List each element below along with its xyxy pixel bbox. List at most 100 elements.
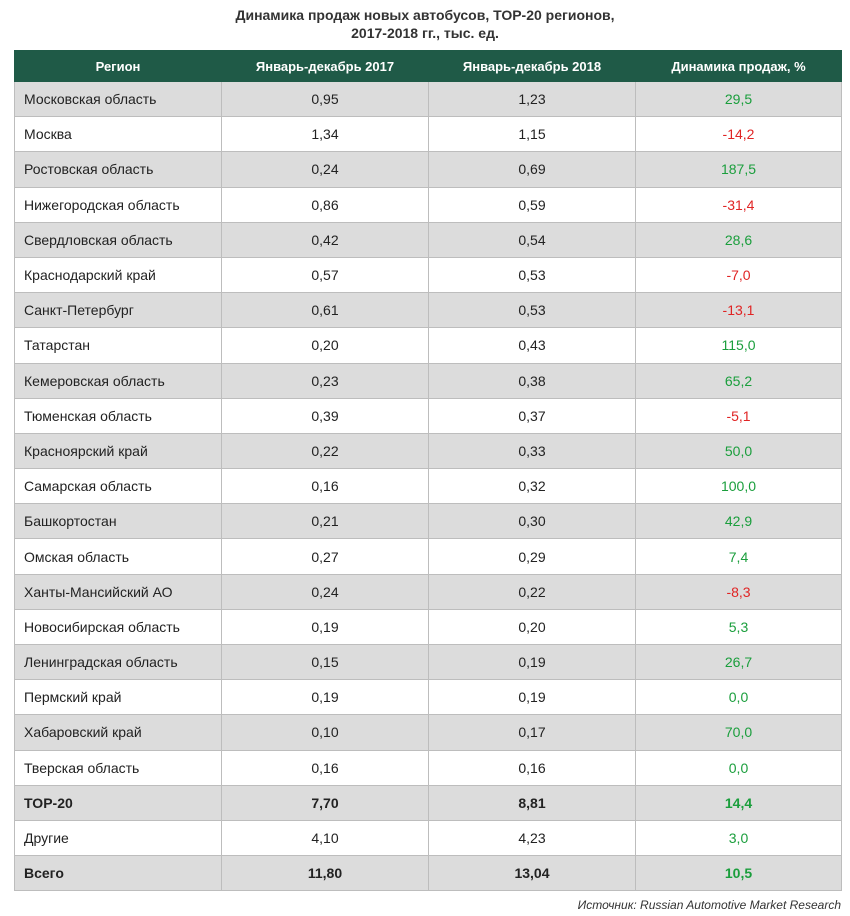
value-2018-cell: 0,53 [428,256,636,294]
value-2017-cell: 0,95 [221,80,429,118]
table-row: Свердловская область 0,42 0,54 28,6 [14,221,842,258]
region-cell: Омская область [14,538,222,575]
sales-table: Регион Январь-декабрь 2017 Январь-декабр… [14,50,842,892]
table-row: Ханты-Мансийский АО 0,24 0,22 -8,3 [14,573,842,610]
value-2017-cell: 0,24 [221,573,429,610]
table-row: Москва 1,34 1,15 -14,2 [14,116,842,153]
change-cell: 10,5 [635,855,842,892]
change-cell: 5,3 [635,608,842,646]
table-row: Тюменская область 0,39 0,37 -5,1 [14,397,842,434]
region-cell: Башкортостан [14,503,222,540]
change-cell: 115,0 [635,327,842,364]
value-2017-cell: 0,10 [221,714,429,751]
change-cell: -7,0 [635,256,842,294]
value-2017-cell: 7,70 [221,784,429,821]
region-cell: Ростовская область [14,151,222,188]
value-2017-cell: 0,22 [221,432,429,470]
region-cell: Москва [14,116,222,153]
table-row: Башкортостан 0,21 0,30 42,9 [14,503,842,540]
value-2018-cell: 1,23 [428,80,636,118]
table-row: Другие 4,10 4,23 3,0 [14,819,842,857]
region-cell: Ханты-Мансийский АО [14,573,222,610]
value-2017-cell: 0,86 [221,186,429,223]
region-cell: Московская область [14,80,222,118]
table-row: Всего 11,80 13,04 10,5 [14,855,842,892]
value-2017-cell: 0,24 [221,151,429,188]
change-cell: -31,4 [635,186,842,223]
table-row: Краснодарский край 0,57 0,53 -7,0 [14,256,842,294]
value-2018-cell: 0,59 [428,186,636,223]
change-cell: 3,0 [635,819,842,857]
header-row: Регион Январь-декабрь 2017 Январь-декабр… [14,50,842,82]
change-cell: -13,1 [635,292,842,329]
value-2018-cell: 8,81 [428,784,636,821]
value-2017-cell: 0,57 [221,256,429,294]
value-2018-cell: 0,19 [428,643,636,681]
region-cell: Новосибирская область [14,608,222,646]
table-header: Регион Январь-декабрь 2017 Январь-декабр… [14,50,842,82]
region-cell: Санкт-Петербург [14,292,222,329]
table-row: Кемеровская область 0,23 0,38 65,2 [14,362,842,399]
value-2018-cell: 0,54 [428,221,636,258]
region-cell: Свердловская область [14,221,222,258]
value-2017-cell: 0,23 [221,362,429,399]
change-cell: 28,6 [635,221,842,258]
value-2018-cell: 0,17 [428,714,636,751]
region-cell: Тюменская область [14,397,222,434]
title-line-2: 2017-2018 гг., тыс. ед. [351,25,499,41]
table-row: Новосибирская область 0,19 0,20 5,3 [14,608,842,646]
value-2017-cell: 0,21 [221,503,429,540]
table-row: Ростовская область 0,24 0,69 187,5 [14,151,842,188]
value-2018-cell: 0,37 [428,397,636,434]
change-cell: 70,0 [635,714,842,751]
change-cell: 0,0 [635,749,842,786]
value-2017-cell: 0,19 [221,679,429,716]
change-cell: 100,0 [635,468,842,505]
value-2018-cell: 0,43 [428,327,636,364]
value-2017-cell: 0,16 [221,749,429,786]
value-2017-cell: 1,34 [221,116,429,153]
value-2018-cell: 4,23 [428,819,636,857]
value-2017-cell: 0,61 [221,292,429,329]
value-2018-cell: 0,69 [428,151,636,188]
table-body: Московская область 0,95 1,23 29,5 Москва 1,34… [14,80,842,892]
column-header-2017: Январь-декабрь 2017 [221,50,429,82]
table-row: Омская область 0,27 0,29 7,4 [14,538,842,575]
region-cell: Нижегородская область [14,186,222,223]
change-cell: -8,3 [635,573,842,610]
change-cell: -5,1 [635,397,842,434]
value-2018-cell: 0,38 [428,362,636,399]
region-cell: Хабаровский край [14,714,222,751]
region-cell: Самарская область [14,468,222,505]
value-2018-cell: 1,15 [428,116,636,153]
region-cell: Пермский край [14,679,222,716]
value-2018-cell: 0,53 [428,292,636,329]
value-2017-cell: 0,15 [221,643,429,681]
value-2018-cell: 0,16 [428,749,636,786]
table-row: Татарстан 0,20 0,43 115,0 [14,327,842,364]
column-header-region: Регион [14,50,222,82]
value-2018-cell: 0,30 [428,503,636,540]
table-row: TOP-20 7,70 8,81 14,4 [14,784,842,821]
page-title: Динамика продаж новых автобусов, ТОР-20 … [0,6,850,42]
change-cell: 42,9 [635,503,842,540]
table-row: Санкт-Петербург 0,61 0,53 -13,1 [14,292,842,329]
column-header-change: Динамика продаж, % [635,50,842,82]
change-cell: 7,4 [635,538,842,575]
value-2017-cell: 0,16 [221,468,429,505]
table-row: Тверская область 0,16 0,16 0,0 [14,749,842,786]
region-cell: Тверская область [14,749,222,786]
title-line-1: Динамика продаж новых автобусов, ТОР-20 … [235,7,615,23]
value-2018-cell: 0,29 [428,538,636,575]
value-2018-cell: 0,33 [428,432,636,470]
value-2018-cell: 0,22 [428,573,636,610]
value-2017-cell: 0,19 [221,608,429,646]
change-cell: 0,0 [635,679,842,716]
value-2017-cell: 0,27 [221,538,429,575]
table-row: Московская область 0,95 1,23 29,5 [14,80,842,118]
table-row: Нижегородская область 0,86 0,59 -31,4 [14,186,842,223]
region-cell: Кемеровская область [14,362,222,399]
value-2018-cell: 13,04 [428,855,636,892]
change-cell: 29,5 [635,80,842,118]
value-2017-cell: 0,39 [221,397,429,434]
